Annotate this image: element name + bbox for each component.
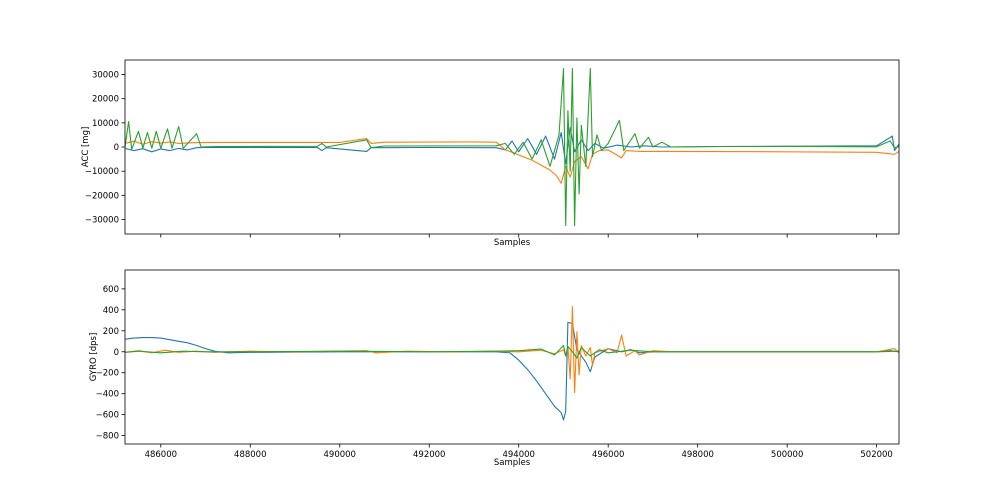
- gyro-series-lines: [125, 306, 899, 421]
- acc-y-ticks: −30000 −20000 −10000 0 10000 20000 30000: [85, 71, 125, 226]
- gyro-subplot: 486000 488000 490000 492000 494000 496000 4980…: [89, 269, 900, 468]
- gyro-x-ticks: 486000 488000 490000 492000 494000 496000 4980…: [145, 444, 893, 460]
- acc-y-tick-label: −20000: [85, 191, 119, 201]
- gyro-y-tick-label: −200: [96, 369, 119, 379]
- gyro-y-tick-label: −600: [96, 411, 119, 421]
- gyro-y-ticks: −800 −600 −400 −200 0 200 400 600: [96, 285, 125, 442]
- acc-y-axis-label: ACC [mg]: [81, 127, 91, 168]
- gyro-x-tick-label: 498000: [681, 450, 713, 460]
- gyro-x-tick-label: 488000: [234, 450, 266, 460]
- gyro-y-tick-label: 400: [103, 306, 119, 316]
- gyro-x-tick-label: 490000: [324, 450, 356, 460]
- acc-series-lines: [125, 67, 899, 227]
- acc-series-green-line: [125, 67, 899, 227]
- acc-y-tick-label: 10000: [92, 119, 119, 129]
- gyro-x-tick-label: 496000: [592, 450, 624, 460]
- acc-y-tick-label: −10000: [85, 167, 119, 177]
- acc-y-tick-label: 30000: [92, 71, 119, 81]
- gyro-y-tick-label: 200: [103, 327, 119, 337]
- gyro-y-axis-label: GYRO [dps]: [89, 333, 99, 382]
- gyro-x-tick-label: 492000: [413, 450, 445, 460]
- acc-x-ticks: [160, 234, 878, 238]
- gyro-axes-frame: [124, 269, 900, 445]
- gyro-series-green-line: [125, 344, 899, 359]
- gyro-x-tick-label: 502000: [860, 450, 892, 460]
- gyro-x-axis-label: Samples: [494, 458, 531, 468]
- acc-subplot: −30000 −20000 −10000 0 10000 20000 30000 Sampl…: [81, 59, 900, 248]
- acc-y-tick-label: 0: [114, 143, 119, 153]
- gyro-y-tick-label: 0: [114, 348, 119, 358]
- gyro-x-tick-label: 494000: [502, 450, 534, 460]
- acc-series-blue-line: [125, 127, 899, 165]
- gyro-y-tick-label: −800: [96, 432, 119, 442]
- gyro-x-tick-label: 500000: [771, 450, 803, 460]
- acc-y-tick-label: −30000: [85, 216, 119, 226]
- gyro-series-orange-line: [125, 306, 899, 394]
- gyro-y-tick-label: −400: [96, 390, 119, 400]
- gyro-y-tick-label: 600: [103, 285, 119, 295]
- acc-y-tick-label: 20000: [92, 95, 119, 105]
- gyro-x-tick-label: 486000: [145, 450, 177, 460]
- acc-x-axis-label: Samples: [494, 238, 531, 248]
